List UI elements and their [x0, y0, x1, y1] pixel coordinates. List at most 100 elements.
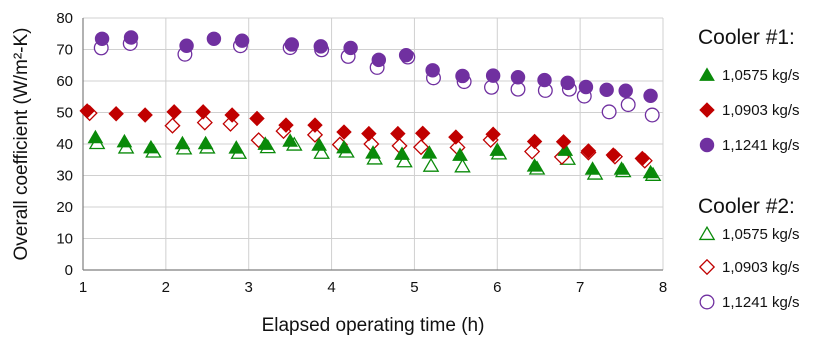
legend-group-title: Cooler #1:: [698, 26, 795, 49]
data-point: [249, 110, 265, 127]
data-point: [578, 79, 594, 95]
data-point: [634, 150, 651, 167]
data-point: [143, 139, 159, 154]
y-tick-label: 60: [56, 73, 73, 90]
data-point: [620, 97, 636, 113]
data-point: [196, 114, 213, 131]
data-point: [284, 37, 300, 52]
data-point: [179, 38, 194, 53]
data-point: [311, 137, 328, 151]
y-tick-label: 80: [56, 10, 73, 27]
x-tick-label: 3: [245, 279, 253, 296]
data-point: [174, 135, 191, 150]
legend-label: 1,0575 kg/s: [722, 226, 800, 243]
data-point: [412, 139, 430, 156]
data-point: [398, 47, 414, 63]
data-point: [257, 136, 274, 150]
series-1-1: [87, 129, 659, 179]
data-point: [580, 143, 597, 159]
y-tick-label: 20: [56, 199, 73, 216]
data-point: [414, 125, 431, 142]
data-point: [489, 142, 506, 156]
data-point: [228, 140, 245, 154]
x-tick-label: 7: [576, 279, 584, 296]
legend-group-title: Cooler #2:: [698, 195, 795, 218]
x-tick-label: 1: [79, 279, 87, 296]
data-point: [94, 31, 110, 47]
data-point: [452, 147, 468, 161]
data-point: [371, 52, 387, 68]
data-point: [485, 126, 501, 142]
data-point: [307, 117, 323, 133]
data-point: [454, 158, 471, 173]
legend-label: 1,0575 kg/s: [722, 67, 800, 84]
data-point: [485, 68, 501, 83]
data-point: [642, 164, 659, 179]
x-axis-title: Elapsed operating time (h): [262, 315, 485, 336]
legend-marker: [699, 294, 715, 310]
y-tick-label: 30: [56, 168, 73, 185]
data-point: [313, 39, 329, 54]
data-point: [234, 33, 250, 48]
data-point: [599, 82, 614, 98]
data-point: [421, 145, 438, 159]
data-point: [278, 117, 294, 133]
legend-marker: [699, 67, 715, 81]
data-point: [164, 117, 181, 134]
legend-marker: [699, 137, 715, 153]
y-tick-label: 0: [65, 262, 73, 279]
data-point: [108, 106, 124, 122]
x-tick-label: 4: [327, 279, 335, 296]
data-point: [306, 126, 324, 143]
data-point: [282, 133, 299, 147]
data-point: [601, 104, 617, 120]
data-point: [79, 103, 95, 119]
data-points: [79, 30, 662, 181]
data-point: [166, 104, 182, 120]
x-tick-label: 2: [162, 279, 170, 296]
data-point: [618, 83, 633, 98]
series-1-2: [79, 103, 651, 167]
data-point: [390, 125, 406, 142]
data-point: [365, 145, 381, 159]
data-point: [555, 134, 572, 150]
x-tick-label: 6: [493, 279, 501, 296]
legend-marker: [698, 225, 716, 241]
data-point: [605, 147, 622, 163]
x-tick-label: 5: [410, 279, 418, 296]
y-tick-label: 50: [56, 105, 73, 122]
data-point: [644, 107, 660, 123]
data-point: [557, 142, 574, 156]
y-tick-label: 70: [56, 42, 73, 59]
data-point: [510, 70, 526, 85]
data-point: [336, 124, 352, 140]
data-point: [455, 68, 470, 84]
data-point: [206, 31, 222, 47]
data-point: [560, 75, 575, 91]
data-point: [613, 161, 630, 175]
data-point: [224, 107, 240, 123]
x-tick-label: 8: [659, 279, 667, 296]
data-point: [197, 135, 214, 150]
legend-marker: [699, 102, 715, 118]
legend: Cooler #1: 1,0575 kg/s 1,0903 kg/s 1,1241 k…: [698, 26, 800, 311]
data-point: [643, 88, 658, 104]
data-point: [336, 139, 352, 154]
data-point: [422, 157, 440, 172]
data-point: [195, 104, 211, 120]
y-tick-label: 10: [56, 231, 73, 248]
y-tick-label: 40: [56, 136, 73, 153]
data-point: [425, 63, 440, 78]
data-point: [343, 40, 358, 56]
legend-label: 1,1241 kg/s: [722, 137, 800, 154]
data-point: [361, 125, 377, 142]
data-point: [526, 158, 543, 172]
data-point: [394, 146, 410, 160]
series-1-3: [94, 30, 658, 104]
legend-label: 1,0903 kg/s: [722, 102, 800, 119]
data-point: [87, 129, 104, 144]
legend-label: 1,1241 kg/s: [722, 294, 800, 311]
data-point: [448, 129, 464, 145]
